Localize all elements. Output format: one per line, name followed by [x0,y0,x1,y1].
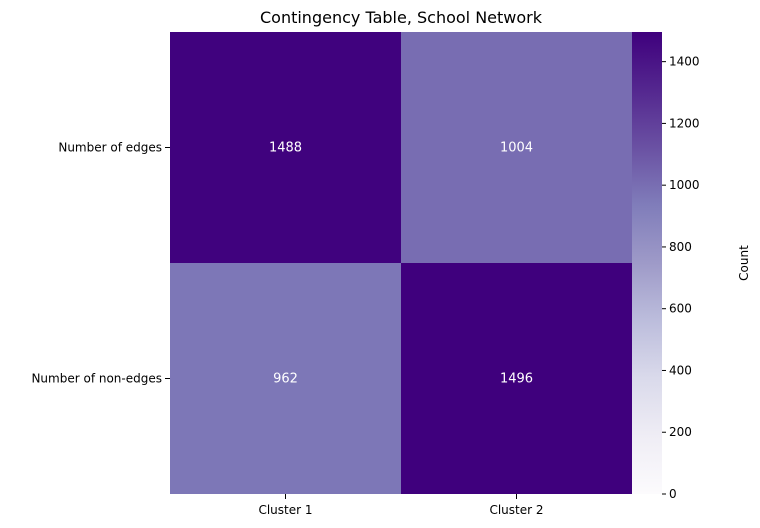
colorbar-tick-label: 800 [669,240,692,254]
colorbar-tick-label: 1200 [669,116,700,130]
heatmap-cell [170,32,401,263]
heatmap-cell-labels: 1488 1004 962 1496 [269,141,533,387]
colorbar-ticks: 0 200 400 600 800 1000 1200 1400 [662,55,700,501]
heatmap-cells [170,32,632,494]
colorbar-tick-label: 600 [669,302,692,316]
row-labels: Number of edges Number of non-edges [31,141,170,386]
colorbar-label: Count [737,245,751,281]
column-label: Cluster 1 [258,503,312,517]
cell-value-label: 962 [273,372,298,387]
heatmap-cell [401,32,632,263]
chart-title: Contingency Table, School Network [259,8,542,27]
colorbar [632,32,662,494]
colorbar-tick-label: 200 [669,425,692,439]
colorbar-tick-label: 400 [669,363,692,377]
colorbar-tick-label: 1400 [669,55,700,69]
cell-value-label: 1488 [269,141,302,156]
colorbar-tick-label: 1000 [669,178,700,192]
cell-value-label: 1004 [500,141,533,156]
column-label: Cluster 2 [489,503,543,517]
cell-value-label: 1496 [500,372,533,387]
row-label: Number of non-edges [31,372,162,386]
heatmap-cell [170,263,401,494]
column-labels: Cluster 1 Cluster 2 [258,494,544,517]
heatmap-cell [401,263,632,494]
row-label: Number of edges [58,141,162,155]
colorbar-tick-label: 0 [669,487,677,501]
